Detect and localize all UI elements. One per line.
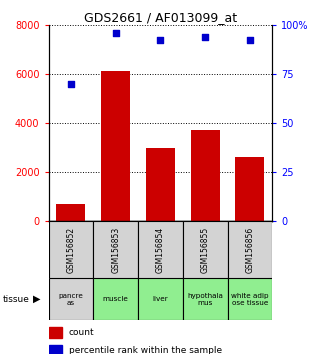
Text: ▶: ▶ bbox=[33, 294, 40, 304]
Bar bbox=[49, 278, 93, 320]
Text: muscle: muscle bbox=[103, 296, 129, 302]
Bar bbox=[228, 221, 272, 278]
Point bbox=[113, 30, 118, 35]
Text: tissue: tissue bbox=[3, 295, 30, 304]
Bar bbox=[93, 221, 138, 278]
Text: GSM156853: GSM156853 bbox=[111, 227, 120, 273]
Text: percentile rank within the sample: percentile rank within the sample bbox=[69, 346, 222, 354]
Bar bbox=[183, 221, 228, 278]
Bar bbox=[49, 345, 62, 354]
Text: liver: liver bbox=[152, 296, 168, 302]
Bar bbox=[235, 158, 264, 221]
Point bbox=[158, 38, 163, 43]
Point bbox=[68, 81, 73, 87]
Text: pancre
as: pancre as bbox=[59, 293, 83, 306]
Point bbox=[203, 34, 208, 39]
Bar bbox=[101, 72, 130, 221]
Bar bbox=[49, 327, 62, 338]
Text: white adip
ose tissue: white adip ose tissue bbox=[231, 293, 269, 306]
Text: count: count bbox=[69, 328, 94, 337]
Bar bbox=[56, 204, 85, 221]
Bar bbox=[183, 278, 228, 320]
Bar bbox=[146, 148, 175, 221]
Text: GSM156855: GSM156855 bbox=[201, 227, 210, 273]
Bar bbox=[93, 278, 138, 320]
Bar bbox=[138, 221, 183, 278]
Text: GSM156854: GSM156854 bbox=[156, 227, 165, 273]
Bar bbox=[191, 130, 220, 221]
Bar bbox=[49, 221, 93, 278]
Text: GSM156852: GSM156852 bbox=[66, 227, 75, 273]
Point bbox=[248, 38, 253, 43]
Text: GSM156856: GSM156856 bbox=[245, 227, 254, 273]
Bar bbox=[138, 278, 183, 320]
Text: hypothala
mus: hypothala mus bbox=[187, 293, 223, 306]
Bar bbox=[228, 278, 272, 320]
Title: GDS2661 / AF013099_at: GDS2661 / AF013099_at bbox=[84, 11, 237, 24]
